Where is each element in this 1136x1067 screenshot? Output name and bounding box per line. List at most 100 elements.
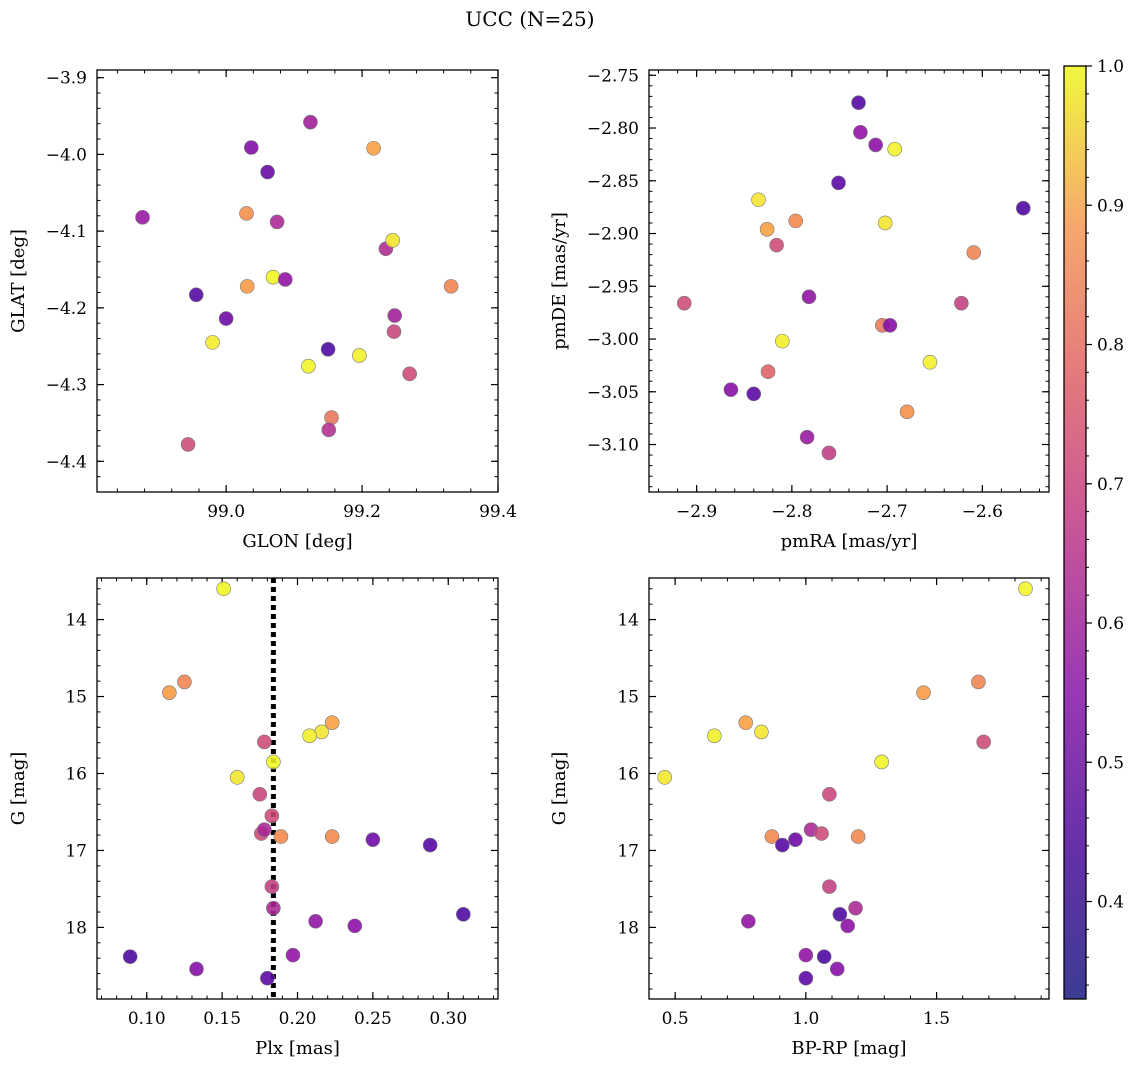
scatter-point xyxy=(301,358,316,374)
scatter-point xyxy=(239,279,255,294)
scatter-point xyxy=(218,311,234,326)
scatter-point xyxy=(971,674,986,690)
scatter-point xyxy=(799,429,815,445)
scatter-point xyxy=(252,786,268,802)
scatter-point xyxy=(822,786,837,802)
scatter-point xyxy=(264,879,280,894)
scatter-point xyxy=(324,829,340,844)
y-tick-label: −2.75 xyxy=(587,66,639,86)
scatter-point xyxy=(976,734,991,750)
scatter-point xyxy=(303,114,318,130)
y-tick-label: 17 xyxy=(65,841,87,861)
scatter-point xyxy=(741,913,756,929)
y-tick-label: 14 xyxy=(617,611,639,631)
scatter-point xyxy=(850,829,866,844)
colorbar-gradient xyxy=(1063,65,1087,1000)
y-tick-label: −2.85 xyxy=(587,172,639,192)
scatter-point xyxy=(366,140,381,156)
scatter-point xyxy=(966,245,982,260)
scatter-point xyxy=(177,674,192,690)
scatter-point xyxy=(265,269,281,285)
scatter-point xyxy=(822,879,837,894)
scatter-point xyxy=(868,137,883,153)
scatter-point xyxy=(877,215,893,231)
scatter-point xyxy=(320,341,336,357)
scatter-point xyxy=(321,422,337,438)
panel-3: 0.10 0.15 0.20 0.25 0.30 14 15 16 17 18 Plx [mas] G… xyxy=(8,577,499,1059)
y-tick-label: 17 xyxy=(617,841,639,861)
scatter-point xyxy=(273,829,289,844)
y-tick-label: 18 xyxy=(65,918,87,938)
scatter-points xyxy=(135,114,459,452)
x-tick-label: 1.5 xyxy=(923,1009,950,1029)
scatter-point xyxy=(676,295,692,311)
colorbar-tick-label: 0.8 xyxy=(1097,336,1124,356)
scatter-point xyxy=(162,685,177,700)
scatter-point xyxy=(760,364,776,380)
x-tick-label: −2.7 xyxy=(866,502,907,522)
scatter-point xyxy=(260,970,275,986)
axes-frame xyxy=(648,577,1050,1000)
x-tick-label: 0.25 xyxy=(354,1009,392,1029)
scatter-point xyxy=(816,949,832,964)
scatter-point xyxy=(821,445,837,461)
scatter-point xyxy=(801,289,817,305)
y-axis-label: pmDE [mas/yr] xyxy=(549,212,570,350)
colorbar: 0.4 0.5 0.6 0.7 0.8 0.9 1.0 xyxy=(1063,57,1124,1000)
scatter-point xyxy=(764,829,780,844)
scatter-point xyxy=(832,907,848,922)
axes-frame xyxy=(648,69,1050,493)
scatter-point xyxy=(264,808,280,824)
y-tick-label: 16 xyxy=(65,764,87,784)
scatter-point xyxy=(122,949,138,964)
scatter-point xyxy=(180,437,196,452)
scatter-point xyxy=(266,900,281,916)
scatter-point xyxy=(798,947,814,963)
scatter-point xyxy=(1018,581,1033,597)
scatter-point xyxy=(269,214,285,230)
x-tick-label: 99.0 xyxy=(207,502,245,522)
scatter-point xyxy=(1015,200,1031,216)
scatter-point xyxy=(352,348,367,363)
scatter-point xyxy=(840,918,855,934)
scatter-point xyxy=(456,907,471,922)
scatter-points xyxy=(122,578,471,999)
scatter-points xyxy=(657,581,1033,986)
x-tick-label: 0.15 xyxy=(203,1009,241,1029)
scatter-point xyxy=(851,95,866,111)
scatter-point xyxy=(723,382,739,397)
scatter-point xyxy=(954,295,969,311)
scatter-point xyxy=(775,333,790,349)
x-tick-label: 0.5 xyxy=(662,1009,689,1029)
x-tick-label: 0.20 xyxy=(279,1009,317,1029)
scatter-point xyxy=(657,770,672,785)
scatter-point xyxy=(216,581,231,597)
y-tick-label: 18 xyxy=(617,918,639,938)
scatter-point xyxy=(243,140,259,155)
scatter-point xyxy=(188,287,204,303)
y-tick-label: −4.4 xyxy=(46,452,87,472)
scatter-point xyxy=(422,837,438,853)
scatter-point xyxy=(324,715,340,730)
scatter-point xyxy=(874,754,889,770)
scatter-point xyxy=(916,685,931,700)
colorbar-tick-label: 1.0 xyxy=(1097,57,1124,77)
scatter-point xyxy=(443,279,459,294)
scatter-point xyxy=(882,318,898,333)
y-tick-label: −3.9 xyxy=(46,69,87,89)
y-tick-label: −3.05 xyxy=(587,383,639,403)
x-axis-label: GLON [deg] xyxy=(242,531,352,552)
x-tick-label: 1.0 xyxy=(792,1009,819,1029)
y-tick-label: −2.90 xyxy=(587,225,639,245)
scatter-point xyxy=(746,386,762,402)
axes-frame xyxy=(96,577,499,1000)
scatter-point xyxy=(788,213,803,229)
scatter-point xyxy=(402,366,417,382)
x-axis-label: Plx [mas] xyxy=(255,1038,340,1059)
scatter-point xyxy=(707,728,722,744)
scatter-point xyxy=(266,754,281,770)
x-tick-label: 99.2 xyxy=(343,502,381,522)
scatter-point xyxy=(798,970,814,986)
scatter-point xyxy=(285,947,301,963)
